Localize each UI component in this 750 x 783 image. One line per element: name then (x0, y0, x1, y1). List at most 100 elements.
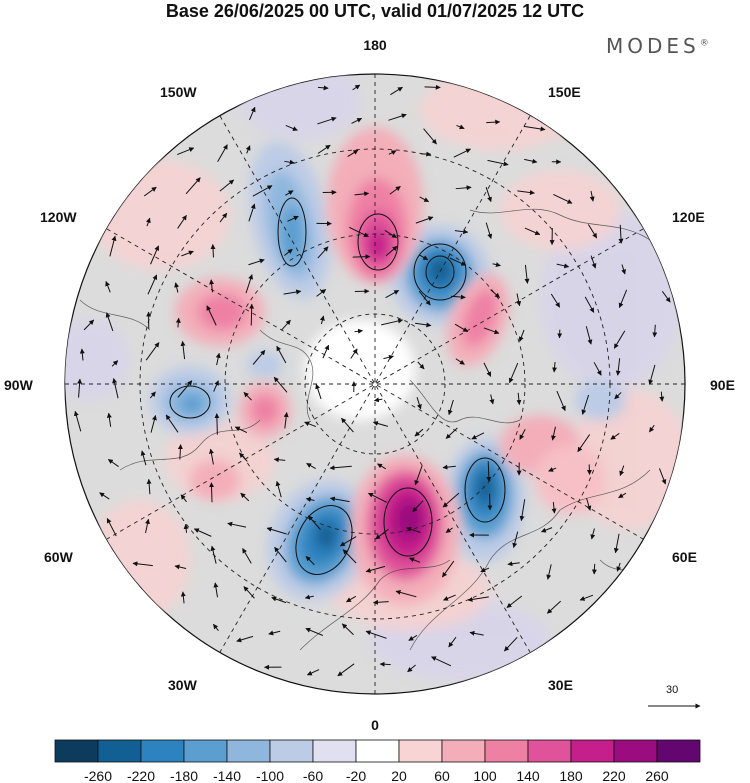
wind-vector (306, 462, 316, 470)
wind-vector (508, 362, 519, 384)
wind-vector (372, 421, 389, 427)
wind-vector (593, 362, 602, 376)
wind-vector (316, 289, 327, 297)
wind-vector (490, 289, 500, 298)
wind-vector (106, 412, 112, 427)
wind-vector (453, 148, 471, 158)
colorbar-labels: -260 -220 -180 -140 -100 -60 -20 20 60 100 140 180 2… (84, 768, 669, 783)
wind-vector (395, 589, 417, 598)
wind-vector (591, 563, 597, 575)
wind-vector (145, 217, 151, 227)
wind-vector (581, 394, 590, 415)
wind-vector (471, 432, 485, 440)
wind-vector (319, 315, 325, 325)
wind-vector (524, 158, 538, 164)
lon-label-180: 180 (363, 37, 387, 53)
wind-vector (305, 627, 324, 636)
wind-vector (99, 492, 110, 500)
wind-vector (546, 600, 562, 614)
wind-vector (252, 349, 266, 365)
wind-vector (485, 222, 493, 240)
lon-label-60w: 60W (44, 549, 74, 565)
wind-vector (487, 159, 509, 167)
wind-vector (193, 528, 212, 537)
wind-vector (252, 185, 273, 197)
wind-vector (150, 415, 157, 433)
wind-vector (587, 224, 598, 239)
wind-vector (448, 636, 457, 648)
wind-vector (416, 397, 422, 410)
wind-vector (589, 190, 595, 202)
wind-vector (268, 630, 281, 636)
wind-vector (540, 527, 553, 533)
wind-vector (524, 264, 530, 284)
wind-vector (276, 345, 287, 364)
colorbar-swatch (183, 739, 228, 763)
colorbar-tick-label: 100 (473, 768, 497, 783)
wind-vector (546, 564, 552, 580)
colorbar-swatch (484, 739, 529, 763)
wind-vector (390, 86, 403, 96)
wind-vector (105, 281, 111, 293)
wind-vector (147, 274, 158, 295)
wind-vector (407, 664, 416, 673)
wind-vector (519, 499, 526, 522)
wind-vector (146, 478, 152, 495)
wind-vector (183, 523, 189, 533)
wind-vector (384, 230, 398, 239)
wind-vector (469, 630, 484, 636)
wind-vector (352, 84, 361, 91)
wind-vector (506, 595, 523, 608)
wind-vector (165, 414, 179, 433)
wind-vector (621, 264, 626, 275)
wind-vector (350, 348, 358, 359)
wind-vector (354, 328, 364, 334)
colorbar-tick-label: -20 (346, 768, 366, 783)
wind-vector (445, 427, 458, 439)
wind-vector (377, 463, 387, 470)
brand-text: MODES (606, 34, 700, 58)
wind-vector (383, 354, 394, 360)
wind-vector (212, 623, 219, 632)
wind-vector (180, 340, 186, 360)
wind-vector (181, 250, 194, 257)
wind-vector (614, 392, 622, 400)
colorbar-tick-label: 180 (559, 768, 583, 783)
wind-vector (579, 594, 594, 601)
wind-vector (266, 526, 287, 535)
wind-vector (388, 113, 407, 121)
wind-vector (415, 216, 434, 224)
wind-vector (236, 635, 254, 643)
wind-vector (210, 545, 217, 564)
wind-vector (489, 394, 495, 405)
wind-vector (317, 246, 329, 259)
wind-vector (551, 426, 556, 441)
wind-vector (551, 502, 557, 514)
colorbar-tick-label: -220 (127, 768, 155, 783)
colorbar-swatch (441, 739, 486, 763)
lon-label-150e: 150E (548, 84, 581, 100)
wind-vector (342, 549, 357, 564)
wind-vector (590, 255, 597, 269)
wind-vector (177, 147, 195, 156)
wind-vector (610, 432, 620, 440)
wind-vector (616, 562, 622, 572)
wind-vector (375, 528, 389, 540)
wind-vector (659, 391, 665, 402)
wind-vector (648, 364, 656, 385)
lon-label-120w: 120W (40, 209, 77, 225)
colorbar-tick-label: -180 (170, 768, 198, 783)
wind-vector (287, 215, 299, 222)
lon-label-90e: 90E (710, 377, 735, 393)
wind-vector (389, 185, 401, 195)
wind-vector (217, 144, 228, 162)
wind-vector (149, 391, 156, 399)
wind-vector (317, 116, 337, 125)
wind-vector (367, 492, 387, 503)
wind-vector (317, 144, 331, 154)
wind-vector (275, 480, 282, 498)
wind-vector (285, 190, 294, 196)
wind-vector (317, 85, 329, 91)
wind-vector (456, 124, 465, 130)
wind-vector (661, 290, 671, 303)
